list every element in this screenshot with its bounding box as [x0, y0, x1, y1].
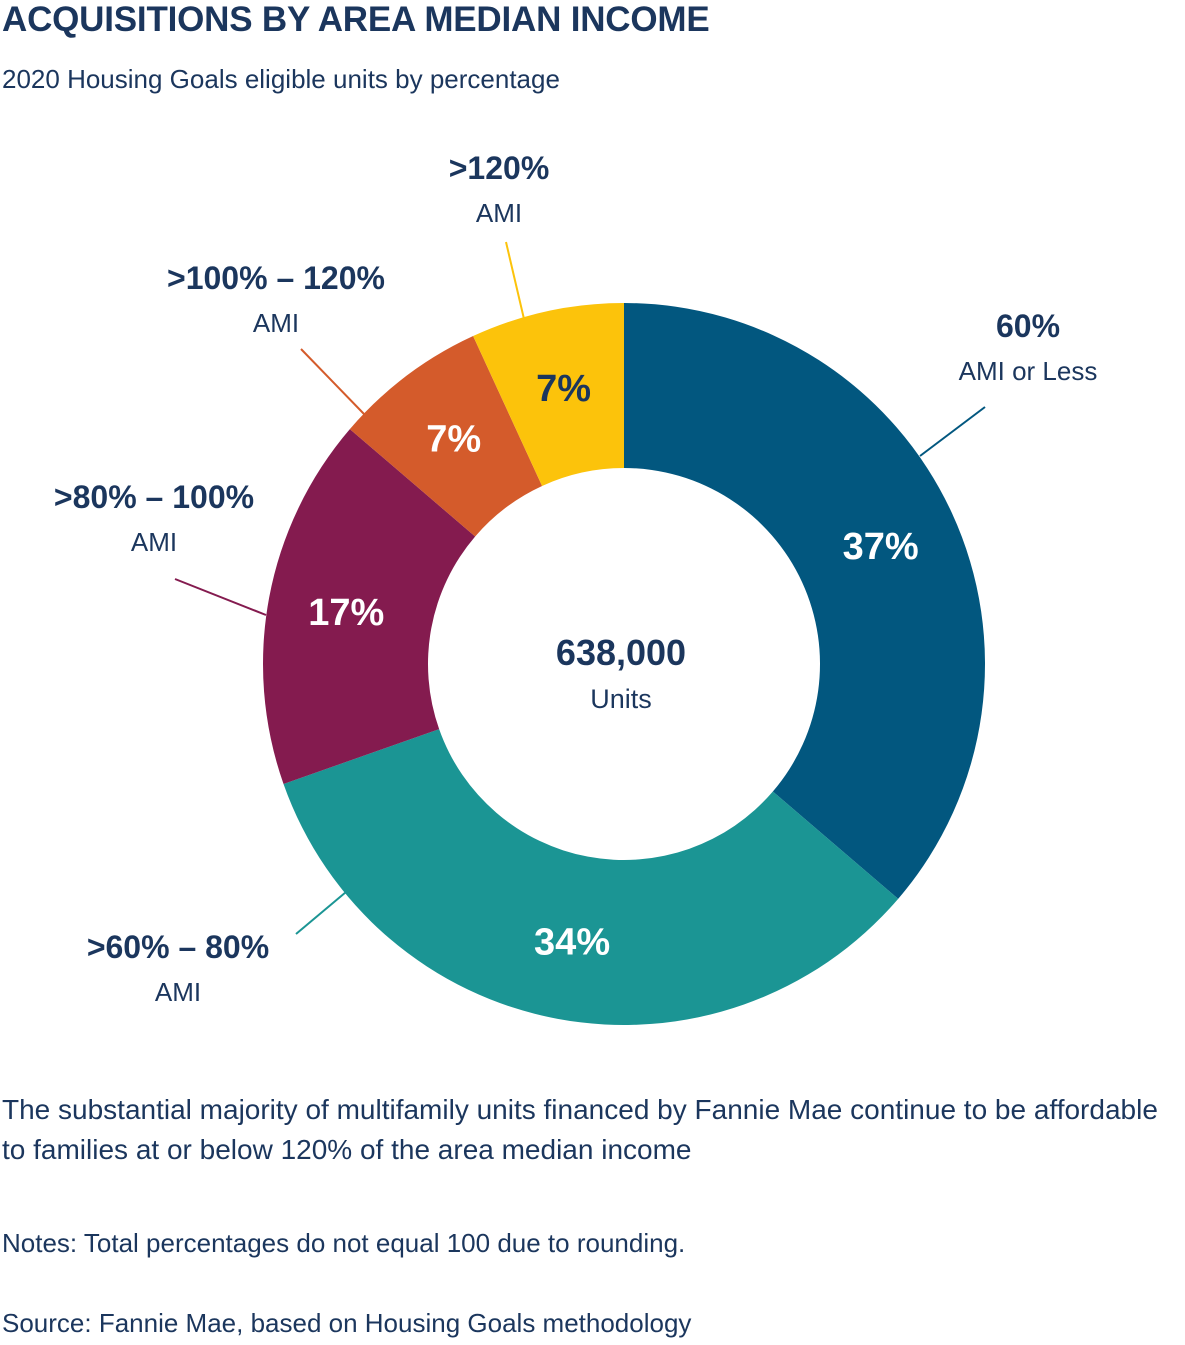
slice-percent-60: 37% — [843, 526, 919, 568]
leader-line-60 — [919, 406, 986, 457]
category-sublabel-80-100: AMI — [131, 527, 177, 557]
category-sublabel-120: AMI — [476, 198, 522, 228]
category-sublabel-60: AMI or Less — [959, 356, 1098, 386]
chart-source: Source: Fannie Mae, based on Housing Goa… — [2, 1308, 692, 1338]
leader-line-60-80 — [295, 891, 347, 935]
leader-line-80-100 — [174, 578, 267, 616]
slice-80-100 — [263, 429, 476, 784]
leader-line-120 — [505, 241, 525, 320]
slice-100-120 — [349, 336, 543, 537]
slice-percent-labels: 37% 34% 17% 7% 7% — [308, 368, 918, 964]
slice-percent-80-100: 17% — [308, 592, 384, 634]
category-label-60-80: >60% – 80% — [87, 929, 269, 965]
category-label-120: >120% — [449, 150, 550, 186]
category-label-80-100: >80% – 100% — [54, 479, 254, 515]
category-sublabel-100-120: AMI — [253, 308, 299, 338]
chart-title: ACQUISITIONS BY AREA MEDIAN INCOME — [2, 0, 710, 39]
slice-120 — [473, 303, 624, 486]
slice-category-labels: 60% AMI or Less >60% – 80% AMI >80% – 100% AM… — [54, 150, 1097, 1007]
chart-subtitle: 2020 Housing Goals eligible units by per… — [2, 64, 560, 94]
slice-60-80 — [283, 729, 899, 1025]
chart-caption: The substantial majority of multifamily … — [2, 1094, 1158, 1165]
category-label-60: 60% — [996, 308, 1060, 344]
slice-percent-120: 7% — [536, 368, 591, 410]
category-label-100-120: >100% – 120% — [167, 260, 385, 296]
center-total-label: Units — [590, 684, 652, 714]
leader-lines — [174, 241, 986, 935]
center-total-value: 638,000 — [556, 632, 686, 673]
slice-percent-100-120: 7% — [426, 419, 481, 461]
leader-line-100-120 — [300, 348, 365, 415]
category-sublabel-60-80: AMI — [155, 977, 201, 1007]
slice-60 — [624, 303, 985, 899]
slice-percent-60-80: 34% — [534, 922, 610, 964]
donut-slices — [263, 303, 985, 1025]
chart-notes: Notes: Total percentages do not equal 10… — [2, 1228, 686, 1258]
